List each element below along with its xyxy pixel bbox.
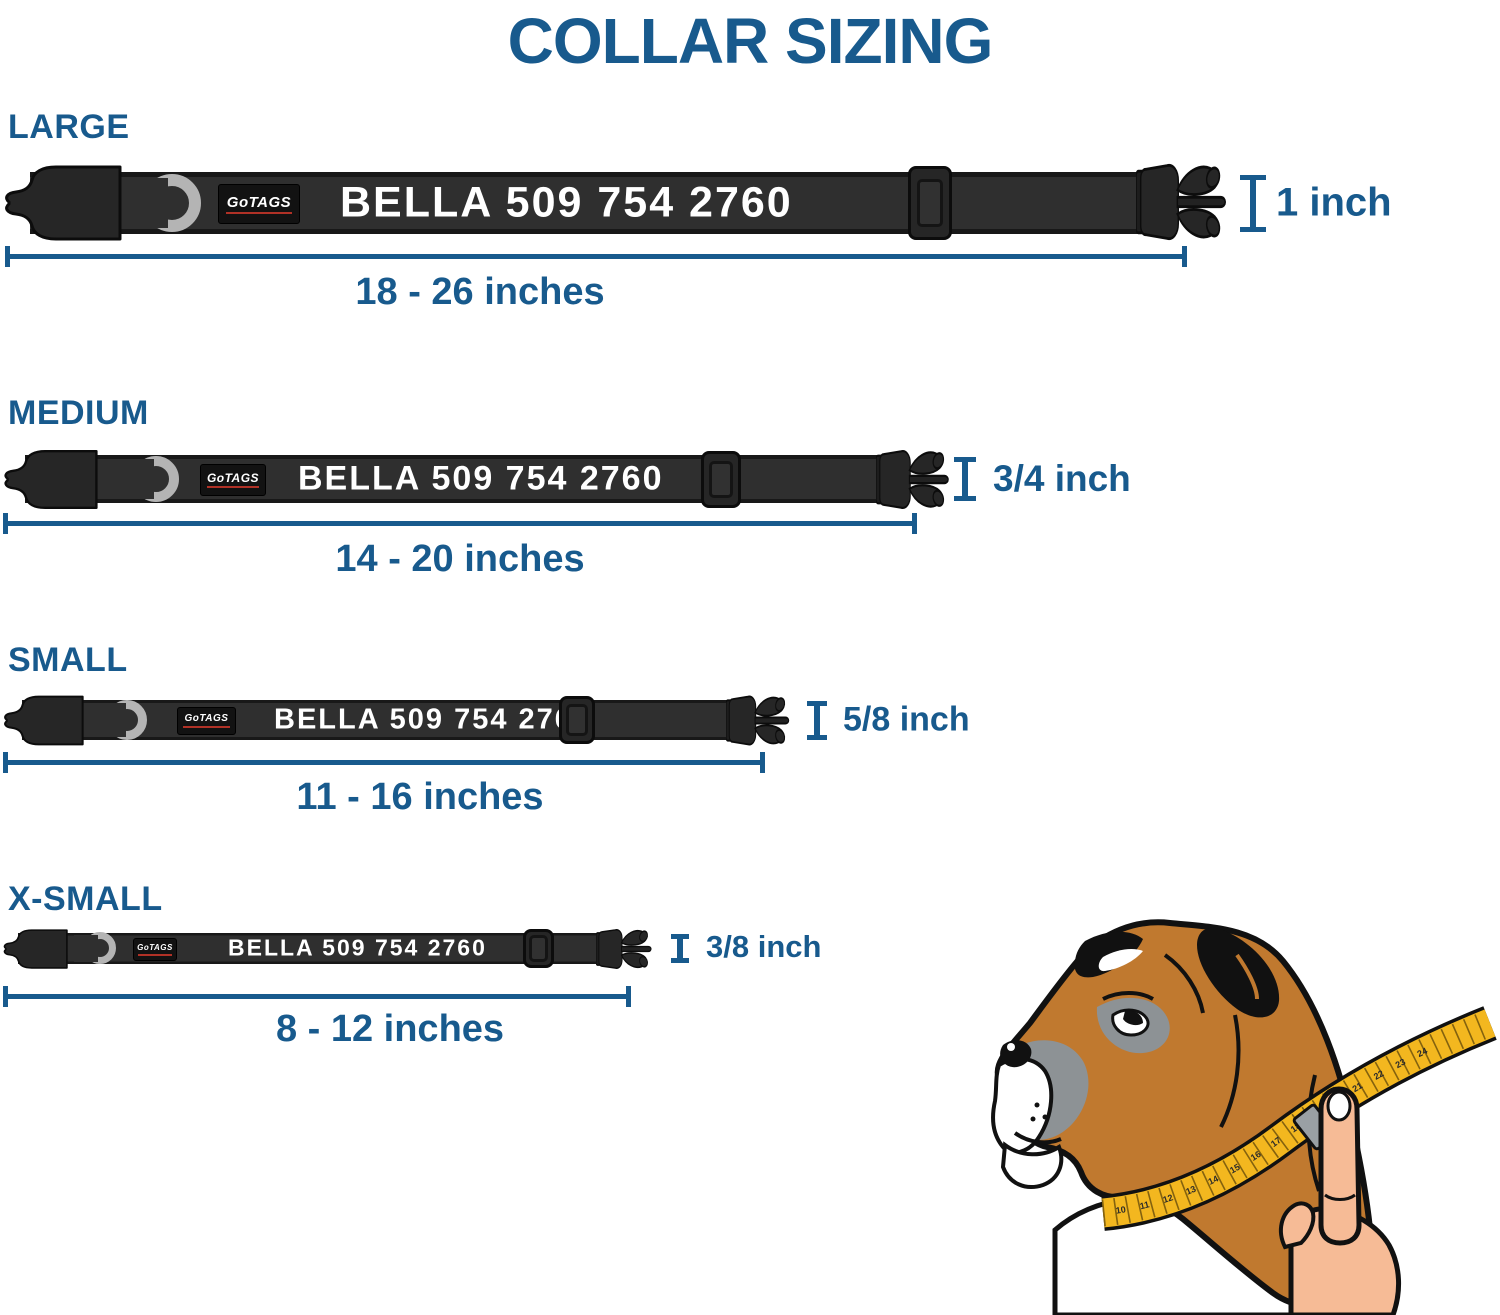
dog-jaw bbox=[1000, 1141, 1064, 1189]
size-label: MEDIUM bbox=[8, 394, 149, 432]
length-measure-line bbox=[3, 513, 917, 534]
brand-underline bbox=[137, 953, 173, 956]
boxer-dog-measuring-illustration: 10 11 12 13 14 15 16 17 18 19 20 21 22 2… bbox=[991, 919, 1497, 1315]
buckle-female-icon bbox=[2, 163, 122, 243]
width-measure-bracket bbox=[671, 934, 689, 963]
size-label: X-SMALL bbox=[8, 880, 163, 918]
d-ring-webbing-loop bbox=[96, 703, 126, 737]
dog-blaze bbox=[1098, 949, 1143, 972]
brand-patch: GoTAGS bbox=[200, 464, 266, 496]
buckle-female-icon bbox=[2, 448, 98, 511]
hand-thumb bbox=[1278, 1201, 1316, 1250]
fingernail bbox=[1326, 1090, 1352, 1122]
personalized-name-text: BELLA 509 754 2760 bbox=[340, 178, 793, 227]
length-range-label: 18 - 26 inches bbox=[355, 271, 605, 313]
size-label: SMALL bbox=[8, 641, 128, 679]
collar-slider-adjuster bbox=[523, 929, 554, 968]
length-measure-line bbox=[5, 246, 1187, 267]
page-title: COLLAR SIZING bbox=[507, 5, 994, 77]
d-ring-webbing-loop bbox=[74, 935, 98, 962]
d-ring-webbing-loop bbox=[128, 178, 168, 228]
hand-finger bbox=[1318, 1086, 1362, 1246]
length-range-label: 11 - 16 inches bbox=[296, 776, 544, 818]
brand-underline bbox=[226, 211, 292, 214]
brand-patch: GoTAGS bbox=[177, 707, 236, 735]
width-measure-bracket bbox=[807, 701, 827, 740]
brand-patch: GoTAGS bbox=[218, 184, 300, 224]
brand-underline bbox=[183, 726, 230, 728]
buckle-female-icon bbox=[2, 928, 68, 970]
personalized-name-text: BELLA 509 754 2760 bbox=[228, 934, 487, 961]
collar-slider-adjuster bbox=[908, 166, 952, 240]
width-label: 5/8 inch bbox=[843, 700, 970, 739]
width-label: 1 inch bbox=[1276, 180, 1392, 225]
size-label: LARGE bbox=[8, 108, 130, 146]
brand-logo-text: GoTAGS bbox=[184, 713, 229, 724]
brand-patch: GoTAGS bbox=[133, 938, 177, 961]
collar-slider-adjuster bbox=[559, 696, 595, 744]
width-label: 3/8 inch bbox=[706, 929, 822, 964]
width-label: 3/4 inch bbox=[993, 458, 1131, 499]
measuring-tape-ticks bbox=[1101, 1010, 1496, 1227]
collar-strap bbox=[30, 172, 1145, 234]
length-range-label: 8 - 12 inches bbox=[275, 1008, 505, 1050]
width-measure-bracket bbox=[954, 457, 976, 501]
buckle-male-icon bbox=[1136, 160, 1230, 244]
personalized-name-text: BELLA 509 754 2760 bbox=[298, 459, 664, 498]
buckle-male-icon bbox=[726, 693, 792, 748]
brand-logo-text: GoTAGS bbox=[137, 942, 173, 952]
length-measure-line bbox=[3, 752, 765, 773]
width-measure-bracket bbox=[1240, 175, 1266, 232]
length-measure-line bbox=[3, 986, 631, 1007]
d-ring-webbing-loop bbox=[120, 459, 154, 499]
brand-logo-text: GoTAGS bbox=[226, 193, 292, 211]
dog-muzzle-white bbox=[991, 1056, 1054, 1155]
length-range-label: 14 - 20 inches bbox=[335, 538, 585, 580]
buckle-male-icon bbox=[596, 927, 654, 971]
buckle-male-icon bbox=[876, 447, 952, 512]
brand-logo-text: GoTAGS bbox=[206, 471, 260, 485]
buckle-female-icon bbox=[2, 694, 84, 747]
brand-underline bbox=[206, 486, 260, 488]
personalized-name-text: BELLA 509 754 2760 bbox=[274, 703, 592, 736]
collar-slider-adjuster bbox=[701, 451, 741, 508]
